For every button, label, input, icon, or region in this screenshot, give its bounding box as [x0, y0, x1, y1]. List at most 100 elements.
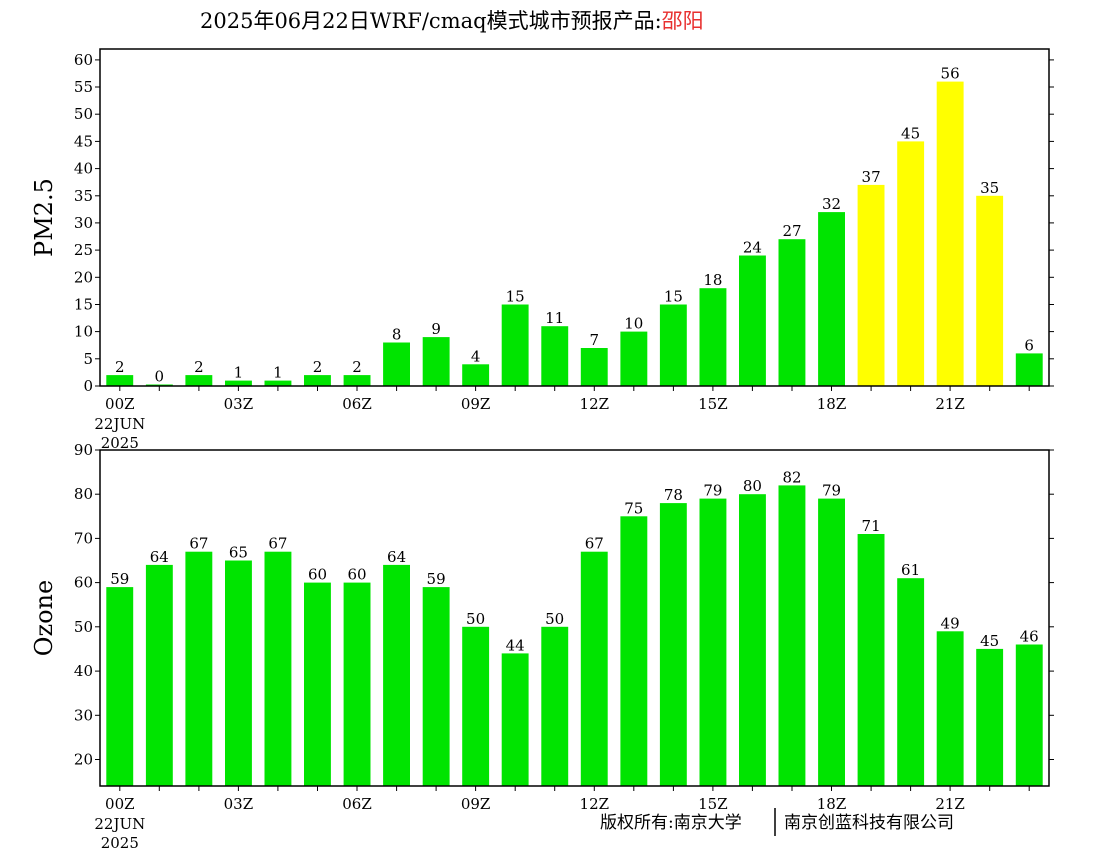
pm25-data-label: 27 — [782, 222, 801, 240]
ozone-x-tick-label: 18Z — [817, 795, 847, 813]
pm25-y-tick-label: 0 — [83, 377, 93, 395]
pm25-data-label: 15 — [664, 288, 683, 306]
pm25-data-label: 2 — [313, 358, 323, 376]
ozone-x-tick-label: 15Z — [698, 795, 728, 813]
ozone-bar — [501, 653, 529, 786]
pm25-data-label: 1 — [273, 364, 283, 382]
ozone-y-tick-label: 60 — [74, 574, 93, 592]
pm25-bar — [225, 380, 252, 386]
ozone-data-label: 59 — [427, 570, 446, 588]
pm25-data-label: 15 — [506, 288, 525, 306]
ozone-bar — [818, 498, 845, 786]
ozone-data-label: 67 — [268, 535, 287, 553]
ozone-data-label: 64 — [150, 548, 169, 566]
ozone-data-label: 50 — [545, 610, 564, 628]
pm25-x-tick-label: 00Z — [105, 395, 135, 413]
ozone-bar — [1015, 644, 1043, 786]
pm25-y-tick-label: 55 — [74, 78, 93, 96]
title-city: 邵阳 — [662, 9, 704, 33]
pm25-x-tick-label: 18Z — [817, 395, 847, 413]
pm25-panel: 202 1 1 2 28 94151171015182427323745563560510… — [30, 48, 1054, 452]
ozone-bar — [185, 551, 213, 786]
ozone-bar — [976, 648, 1004, 786]
ozone-panel: 59 64 67 65 67 60 60 64 59 50 44 50 67 75 78 79 80 82 79 71… — [30, 441, 1054, 850]
ozone-data-label: 64 — [387, 548, 406, 566]
pm25-x-tick-label: 03Z — [224, 395, 254, 413]
ozone-x-tick-label: 12Z — [580, 795, 610, 813]
ozone-y-tick-label: 50 — [74, 618, 93, 636]
copyright-left: 版权所有:南京大学 — [600, 813, 742, 833]
ozone-bar — [304, 582, 331, 786]
pm25-x-date-label: 22JUN — [94, 415, 145, 433]
ozone-bar — [462, 626, 490, 786]
title-main: 2025年06月22日WRF/cmaq模式城市预报产品: — [200, 9, 662, 33]
ozone-bar — [225, 560, 252, 786]
pm25-bar — [659, 304, 687, 386]
pm25-bar — [818, 212, 845, 386]
pm25-y-tick-label: 15 — [74, 296, 93, 314]
ozone-data-label: 80 — [743, 477, 762, 495]
ozone-x-tick-label: 06Z — [342, 795, 372, 813]
ozone-data-label: 46 — [1020, 628, 1039, 646]
ozone-data-label: 67 — [585, 535, 604, 553]
pm25-y-tick-label: 40 — [74, 160, 93, 178]
pm25-bar — [778, 239, 806, 386]
pm25-data-label: 4 — [471, 347, 481, 365]
pm25-data-label: 2 — [194, 358, 204, 376]
ozone-y-tick-label: 70 — [74, 529, 93, 547]
pm25-x-date-label: 2025 — [101, 434, 139, 452]
pm25-bar — [897, 141, 925, 386]
pm25-bar — [106, 375, 134, 386]
pm25-bar — [501, 304, 529, 386]
pm25-bar — [304, 375, 331, 386]
pm25-bar — [857, 184, 885, 386]
pm25-data-label: 8 — [392, 326, 402, 344]
pm25-data-label: 18 — [703, 271, 722, 289]
pm25-bar — [422, 337, 450, 386]
ozone-y-tick-label: 90 — [74, 441, 93, 459]
pm25-x-tick-label: 21Z — [935, 395, 965, 413]
ozone-data-label: 44 — [506, 636, 525, 654]
pm25-bar — [1015, 353, 1043, 386]
ozone-bar — [264, 551, 292, 786]
pm25-y-tick-label: 20 — [74, 268, 93, 286]
pm25-data-label: 45 — [901, 124, 920, 142]
pm25-y-tick-label: 45 — [74, 132, 93, 150]
ozone-bar — [383, 564, 410, 786]
ozone-data-label: 60 — [308, 566, 327, 584]
chart-title: 2025年06月22日WRF/cmaq模式城市预报产品:邵阳 — [200, 9, 704, 33]
ozone-data-label: 82 — [782, 468, 801, 486]
ozone-bar — [541, 626, 569, 786]
pm25-data-label: 10 — [624, 315, 643, 333]
ozone-bar — [699, 498, 727, 786]
ozone-bar — [422, 587, 450, 786]
ozone-y-tick-label: 40 — [74, 662, 93, 680]
pm25-data-label: 32 — [822, 195, 841, 213]
ozone-data-label: 79 — [703, 482, 722, 500]
ozone-x-tick-label: 21Z — [935, 795, 965, 813]
ozone-data-label: 49 — [941, 614, 960, 632]
pm25-bar — [620, 331, 648, 386]
ozone-data-label: 50 — [466, 610, 485, 628]
pm25-x-tick-label: 12Z — [580, 395, 610, 413]
ozone-bar — [897, 578, 925, 786]
pm25-data-label: 11 — [545, 309, 564, 327]
pm25-x-tick-label: 09Z — [461, 395, 491, 413]
ozone-data-label: 71 — [862, 517, 881, 535]
pm25-bar — [343, 375, 371, 386]
ozone-y-tick-label: 30 — [74, 706, 93, 724]
pm25-y-tick-label: 50 — [74, 105, 93, 123]
ozone-x-tick-label: 09Z — [461, 795, 491, 813]
ozone-bar — [739, 494, 766, 786]
pm25-data-label: 2 — [352, 358, 362, 376]
ozone-y-tick-label: 20 — [74, 751, 93, 769]
ozone-data-label: 75 — [624, 499, 643, 517]
ozone-data-label: 45 — [980, 632, 999, 650]
ozone-data-label: 61 — [901, 561, 920, 579]
ozone-bar — [106, 587, 134, 786]
pm25-data-label: 2 — [115, 358, 125, 376]
ozone-bar — [936, 631, 964, 786]
pm25-y-tick-label: 60 — [74, 51, 93, 69]
pm25-bar — [739, 255, 766, 386]
pm25-data-label: 6 — [1024, 336, 1034, 354]
